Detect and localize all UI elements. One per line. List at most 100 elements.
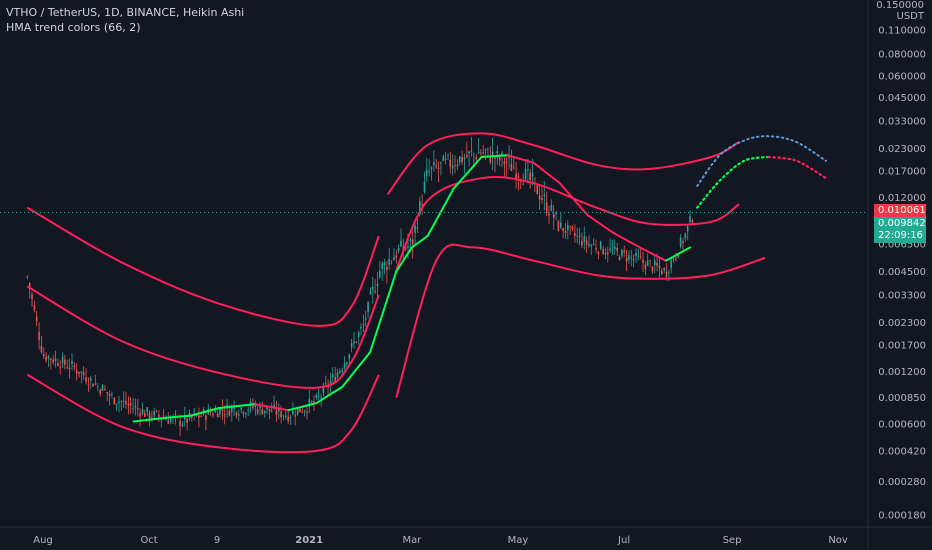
time-tick-label: Jul	[617, 535, 630, 546]
candle	[616, 243, 618, 257]
candle	[205, 411, 207, 431]
candle	[186, 417, 188, 431]
candle	[466, 141, 468, 159]
candle	[442, 154, 445, 162]
candle	[458, 156, 461, 166]
channel-line	[26, 206, 380, 327]
candle	[158, 410, 160, 422]
candle	[670, 257, 672, 274]
candle	[663, 267, 665, 274]
candle	[679, 234, 682, 249]
candle	[35, 311, 38, 327]
hma-layer	[132, 154, 692, 423]
candle	[285, 410, 287, 420]
price-tick-label: 0.060000	[878, 71, 926, 82]
candle	[581, 232, 583, 248]
candle	[127, 396, 130, 415]
candle	[456, 159, 459, 171]
price-tick-label: 0.000600	[878, 420, 926, 431]
candle	[129, 397, 132, 414]
candle	[315, 393, 318, 400]
candle	[395, 249, 398, 264]
candle	[618, 254, 621, 261]
candle	[73, 362, 76, 371]
candle	[461, 150, 463, 166]
candle	[367, 301, 369, 319]
candle	[522, 173, 524, 185]
candle	[221, 399, 224, 420]
candle	[245, 412, 247, 419]
candle	[576, 227, 578, 244]
candle	[569, 225, 571, 236]
candle	[607, 246, 609, 263]
candle	[510, 149, 513, 172]
candle	[106, 391, 108, 402]
hma-segment	[638, 246, 667, 262]
candle	[397, 244, 400, 254]
time-tick-label: 9	[214, 535, 220, 546]
candle	[47, 354, 50, 367]
hma-segment	[254, 403, 290, 412]
candle	[43, 347, 45, 359]
candle	[198, 407, 200, 428]
hma-segment	[452, 156, 483, 190]
candle	[684, 232, 687, 242]
candle	[379, 261, 381, 279]
candle	[621, 248, 623, 259]
candle	[571, 225, 574, 232]
candle	[144, 409, 146, 417]
hma-segment	[410, 235, 429, 249]
candle	[437, 161, 440, 183]
candle	[639, 247, 642, 260]
candle	[68, 358, 71, 379]
candle	[630, 249, 633, 267]
candle	[139, 408, 141, 427]
candle	[470, 136, 473, 157]
candle	[534, 177, 536, 193]
candle	[294, 407, 296, 426]
candle	[348, 353, 351, 365]
current-price-tag: 0.009842 22:09:16	[874, 217, 926, 243]
symbol-title[interactable]: VTHO / TetherUS, 1D, BINANCE, Heikin Ash…	[6, 6, 245, 19]
candle	[381, 261, 383, 281]
candle	[336, 368, 339, 379]
candle	[113, 397, 116, 405]
candle	[153, 407, 155, 420]
chart-legend: VTHO / TetherUS, 1D, BINANCE, Heikin Ash…	[6, 5, 244, 35]
candle	[517, 172, 520, 191]
hma-segment	[315, 385, 344, 405]
price-tick-label: 0.003300	[878, 291, 926, 302]
candle	[477, 138, 480, 154]
hma-segment	[341, 351, 372, 388]
candle	[550, 199, 553, 212]
price-tick-label: 0.023000	[878, 144, 926, 155]
candle	[31, 291, 33, 307]
candle	[82, 366, 85, 380]
forecast-blue-dots	[696, 135, 827, 187]
hma-segment	[480, 154, 509, 158]
candle	[599, 240, 602, 251]
candle	[451, 154, 454, 176]
price-axis-currency[interactable]: USDT	[896, 11, 924, 22]
time-tick-label: May	[508, 535, 529, 546]
candle	[350, 338, 353, 353]
channel-line	[26, 373, 380, 454]
candle	[449, 152, 452, 174]
time-tick-label: 2021	[295, 535, 323, 546]
candle	[567, 220, 569, 240]
candle	[155, 409, 158, 413]
candle	[564, 222, 567, 239]
price-tick-label: 0.004500	[878, 267, 926, 278]
candle	[491, 137, 494, 171]
candle	[548, 205, 550, 224]
candle	[682, 237, 684, 250]
candle	[87, 377, 90, 392]
candle	[428, 158, 430, 177]
candle	[642, 251, 644, 273]
candle	[494, 155, 496, 173]
candle	[209, 407, 212, 417]
price-tick-label: 0.001700	[878, 341, 926, 352]
indicator-title[interactable]: HMA trend colors (66, 2)	[6, 21, 141, 34]
